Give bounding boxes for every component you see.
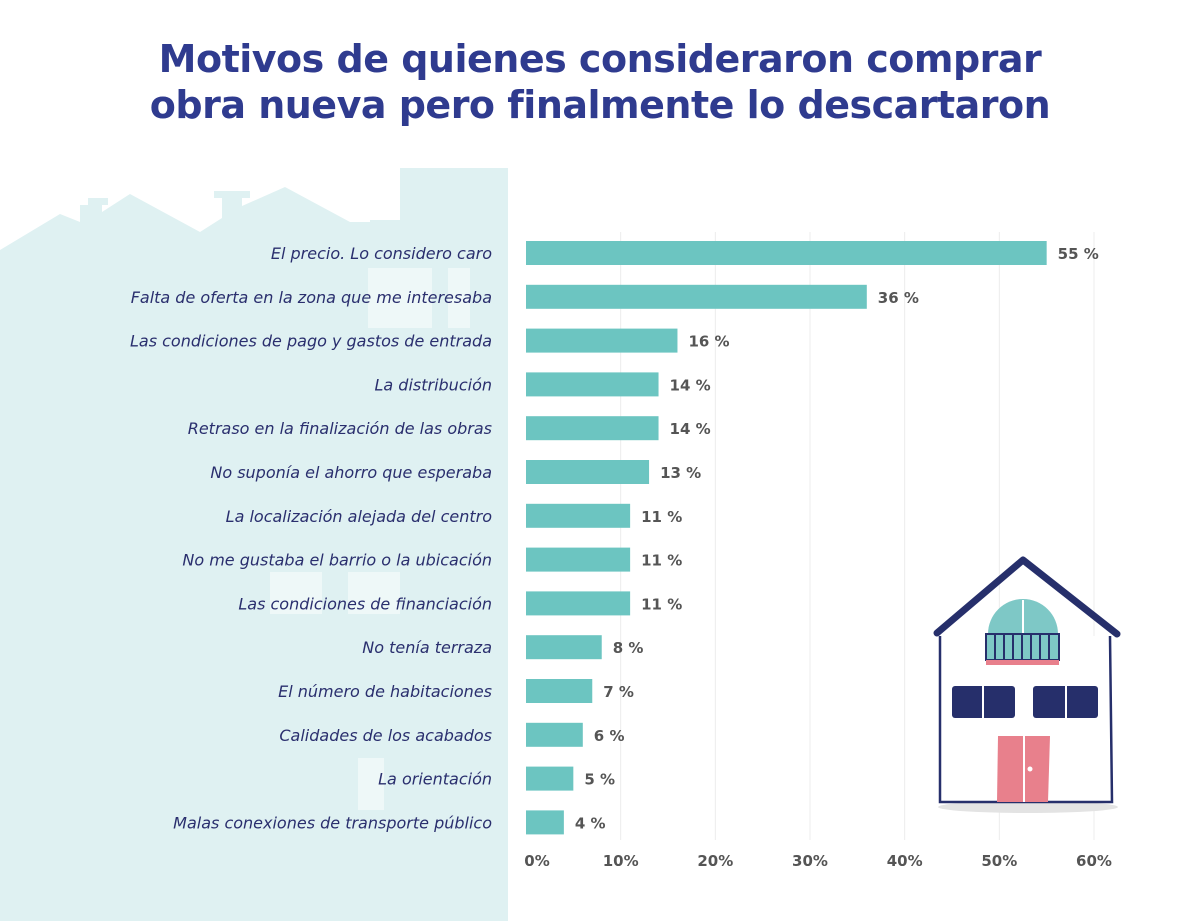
x-tick-label: 60%	[1076, 852, 1112, 870]
category-label: Las condiciones de pago y gastos de entr…	[130, 332, 492, 351]
value-label: 11 %	[641, 508, 682, 526]
value-label: 14 %	[670, 376, 711, 394]
x-tick-label: 40%	[887, 852, 923, 870]
value-label: 8 %	[613, 639, 644, 657]
bar	[526, 460, 650, 484]
bar	[526, 503, 631, 528]
value-label: 7 %	[603, 683, 634, 701]
value-label: 11 %	[641, 552, 682, 570]
rooftops-silhouette	[0, 168, 508, 921]
value-label: 4 %	[575, 814, 606, 832]
category-label: Falta de oferta en la zona que me intere…	[131, 288, 492, 307]
value-label: 16 %	[688, 333, 729, 351]
bar	[526, 284, 867, 309]
category-label: Las condiciones de financiación	[238, 594, 492, 613]
x-tick-label: 20%	[697, 852, 733, 870]
value-label: 13 %	[660, 464, 701, 482]
category-label: La localización alejada del centro	[226, 507, 493, 526]
x-tick-label: 50%	[981, 852, 1017, 870]
category-label: El precio. Lo considero caro	[271, 244, 492, 263]
category-label: Malas conexiones de transporte público	[173, 813, 492, 832]
bar	[526, 635, 602, 660]
category-label: No tenía terraza	[362, 638, 492, 657]
chart-title: Motivos de quienes consideraron comprar …	[0, 36, 1200, 128]
x-tick-label: 10%	[603, 852, 639, 870]
value-label: 36 %	[878, 289, 919, 307]
bar	[526, 722, 583, 747]
category-label: La distribución	[374, 375, 492, 394]
value-label: 14 %	[670, 420, 711, 438]
value-label: 11 %	[641, 595, 682, 613]
title-line-1: Motivos de quienes consideraron comprar	[158, 37, 1042, 81]
value-label: 6 %	[594, 727, 625, 745]
category-label: La orientación	[378, 770, 492, 789]
bar	[526, 810, 564, 835]
category-label: El número de habitaciones	[278, 682, 492, 701]
bar	[526, 547, 631, 572]
value-label: 5 %	[584, 771, 615, 789]
bar	[526, 241, 1047, 265]
title-line-2: obra nueva pero finalmente lo descartaro…	[149, 83, 1051, 127]
x-tick-label: 30%	[792, 852, 828, 870]
bar	[526, 328, 678, 353]
category-label: No me gustaba el barrio o la ubicación	[182, 551, 492, 570]
window-shapes	[270, 268, 470, 810]
bar	[526, 372, 659, 397]
category-label: Retraso en la finalización de las obras	[188, 419, 492, 438]
bar	[526, 416, 659, 441]
bar	[526, 679, 593, 703]
x-tick-label: 0%	[524, 852, 549, 870]
category-label: Calidades de los acabados	[279, 726, 492, 745]
category-label: No suponía el ahorro que esperaba	[210, 463, 492, 482]
value-label: 55 %	[1058, 245, 1099, 263]
house-illustration	[933, 556, 1121, 813]
bar	[526, 591, 631, 616]
bar	[526, 766, 574, 791]
